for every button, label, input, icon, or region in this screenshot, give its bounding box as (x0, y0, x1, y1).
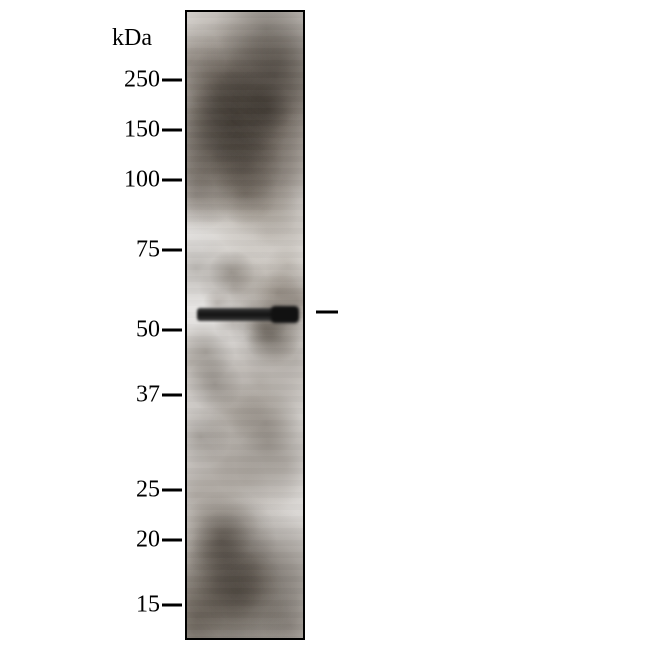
y-tick-mark (162, 604, 182, 607)
y-tick-label: 50 (136, 317, 160, 344)
y-tick-mark (162, 539, 182, 542)
y-tick-label: 25 (136, 477, 160, 504)
y-tick-mark (162, 129, 182, 132)
y-tick-label: 100 (124, 167, 160, 194)
blot-lane (185, 10, 305, 640)
y-tick-label: 150 (124, 117, 160, 144)
y-tick-mark (162, 489, 182, 492)
y-tick-mark (162, 79, 182, 82)
y-tick-label: 75 (136, 237, 160, 264)
protein-band-dense-end (271, 306, 299, 323)
y-tick-mark (162, 179, 182, 182)
axis-unit-label: kDa (112, 25, 152, 52)
y-tick-mark (162, 249, 182, 252)
blot-streaks (187, 12, 303, 638)
y-tick-label: 37 (136, 382, 160, 409)
y-tick-label: 250 (124, 67, 160, 94)
y-tick-mark (162, 329, 182, 332)
y-tick-mark (162, 394, 182, 397)
y-tick-label: 20 (136, 527, 160, 554)
band-indicator-mark (316, 311, 338, 314)
y-tick-label: 15 (136, 592, 160, 619)
western-blot-figure: kDa 250 150 100 75 50 37 25 20 15 (0, 0, 650, 650)
